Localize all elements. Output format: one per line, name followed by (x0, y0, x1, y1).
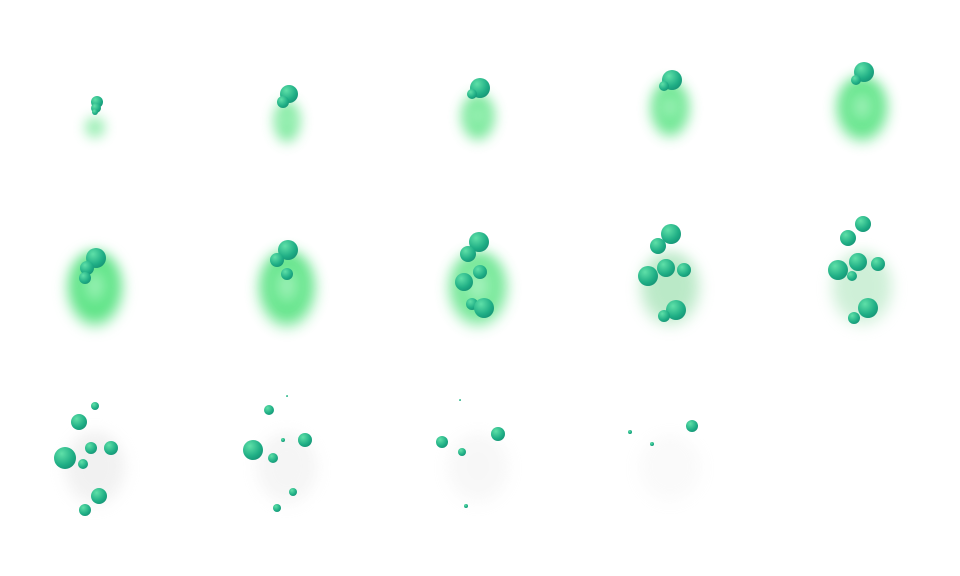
bubble (459, 399, 461, 401)
animation-frame-6 (0, 200, 191, 380)
bubble (455, 273, 473, 291)
bubble (281, 438, 285, 442)
bubble (286, 395, 288, 397)
bubble (270, 253, 284, 267)
bubble (277, 96, 289, 108)
bubble (650, 238, 666, 254)
bubble (847, 271, 857, 281)
bubble (848, 312, 860, 324)
bubble (281, 268, 293, 280)
bubble (79, 272, 91, 284)
bubble (464, 504, 468, 508)
bubble (666, 300, 686, 320)
bubble (677, 263, 691, 277)
bubble (458, 448, 466, 456)
bubble (264, 405, 274, 415)
smoke-cloud (459, 93, 497, 143)
bubble (628, 430, 632, 434)
bubble (659, 81, 669, 91)
animation-frame-5 (766, 20, 958, 200)
bubble (78, 459, 88, 469)
bubble (298, 433, 312, 447)
bubble (469, 232, 489, 252)
bubble (104, 441, 118, 455)
bubble (80, 261, 94, 275)
animation-frame-12 (191, 380, 383, 560)
bubble (460, 246, 476, 262)
animation-frame-11 (0, 380, 191, 560)
bubble (686, 420, 698, 432)
smoke-cloud (833, 75, 891, 145)
smoke-cloud (84, 117, 106, 139)
bubble (650, 442, 654, 446)
bubble (871, 257, 885, 271)
bubble (91, 402, 99, 410)
bubble (289, 488, 297, 496)
smoke-cloud (442, 432, 514, 508)
smoke-cloud (633, 433, 707, 507)
bubble (657, 259, 675, 277)
bubble (92, 109, 98, 115)
bubble (491, 427, 505, 441)
bubble (467, 89, 477, 99)
animation-frame-3 (382, 20, 574, 200)
bubble (638, 266, 658, 286)
bubble (855, 216, 871, 232)
bubble (278, 240, 298, 260)
bubble (658, 310, 670, 322)
animation-frame-10 (766, 200, 958, 380)
bubble (268, 453, 278, 463)
bubble (79, 504, 91, 516)
bubble (273, 504, 281, 512)
smoke-cloud (648, 80, 692, 140)
bubble (71, 414, 87, 430)
bubble (849, 253, 867, 271)
bubble (85, 442, 97, 454)
animation-frame-2 (191, 20, 383, 200)
animation-frame-8 (382, 200, 574, 380)
bubble (91, 488, 107, 504)
bubble (474, 298, 494, 318)
bubble (243, 440, 263, 460)
smoke-cloud (445, 250, 511, 330)
bubble (840, 230, 856, 246)
bubble (661, 224, 681, 244)
animation-frame-7 (191, 200, 383, 380)
bubble (473, 265, 487, 279)
animation-frame-14 (574, 380, 766, 560)
bubble (828, 260, 848, 280)
animation-frame-13 (382, 380, 574, 560)
bubble (851, 75, 861, 85)
bubble (91, 103, 101, 113)
smoke-cloud (255, 249, 319, 331)
bubble (54, 447, 76, 469)
bubble (858, 298, 878, 318)
smoke-cloud (272, 99, 302, 145)
smoke-cloud (252, 431, 322, 509)
bubble (436, 436, 448, 448)
animation-frame-4 (574, 20, 766, 200)
animation-frame-1 (0, 20, 191, 200)
animation-frame-9 (574, 200, 766, 380)
